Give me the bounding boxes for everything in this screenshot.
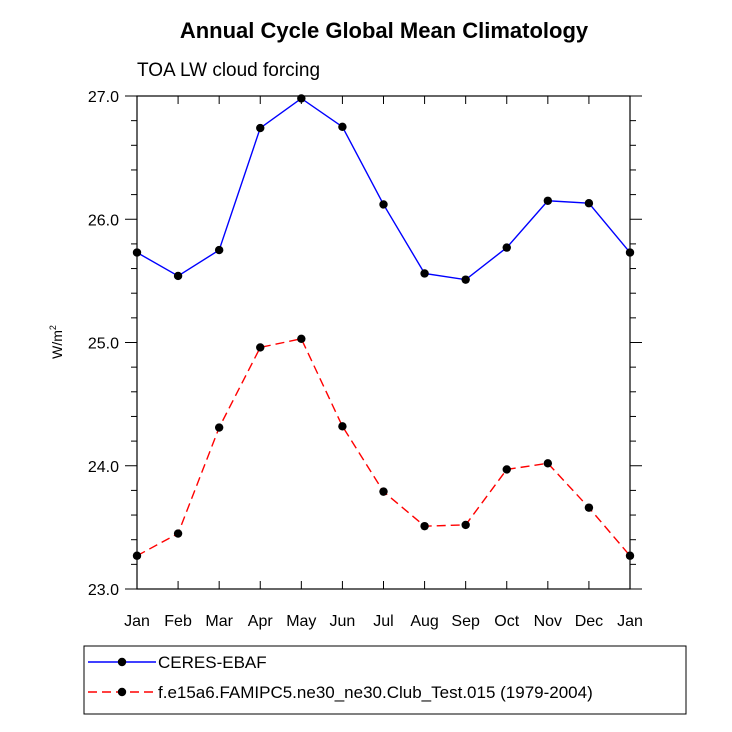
legend-label-2: f.e15a6.FAMIPC5.ne30_ne30.Club_Test.015 … <box>158 683 593 702</box>
series-line-1 <box>136 97 631 281</box>
chart-subtitle: TOA LW cloud forcing <box>137 60 320 81</box>
x-tick-label: Sep <box>451 613 480 630</box>
series-1-point <box>256 123 265 133</box>
series-2-point <box>461 520 470 530</box>
x-tick-label: Oct <box>494 613 519 630</box>
series-1-point <box>214 245 224 255</box>
y-tick-label: 23.0 <box>88 582 119 599</box>
x-tick-label: Aug <box>410 613 438 630</box>
legend-label-1: CERES-EBAF <box>158 653 267 672</box>
series-2-point <box>379 487 388 496</box>
y-axis-label-superscript: 2 <box>48 325 58 330</box>
series-1-point <box>543 196 553 205</box>
series-2-point <box>214 423 224 432</box>
series-2-point <box>256 343 265 352</box>
legend-box <box>83 645 687 715</box>
series-2-point <box>502 465 511 474</box>
legend-marker-1 <box>117 657 127 667</box>
series-line-2 <box>136 338 631 557</box>
series-2-point <box>338 422 347 431</box>
series-1-point <box>338 122 347 132</box>
series-1-point <box>461 275 470 284</box>
series-1-point <box>379 200 388 209</box>
legend: CERES-EBAF f.e15a6.FAMIPC5.ne30_ne30.Club… <box>83 645 687 715</box>
x-tick-label: Dec <box>575 613 603 630</box>
series-1-point <box>420 269 429 278</box>
x-tick-label: Mar <box>205 613 233 630</box>
x-tick-label: May <box>286 613 316 630</box>
series-1-point <box>584 199 594 208</box>
x-tick-label: Apr <box>248 613 274 630</box>
series-2-point <box>297 334 306 344</box>
series-1-point <box>173 271 183 281</box>
x-tick-label: Jul <box>373 613 393 630</box>
chart-title: Annual Cycle Global Mean Climatology <box>180 18 589 43</box>
series-2-point <box>173 529 183 538</box>
legend-marker-2 <box>117 687 127 697</box>
y-tick-label: 27.0 <box>88 89 119 106</box>
y-axis-label-text: W/m <box>49 330 65 359</box>
series-2-point <box>420 521 429 531</box>
x-tick-label: Nov <box>534 613 562 630</box>
x-tick-label: Jun <box>330 613 356 630</box>
plot-layer: Jan Feb Mar Apr May Jun Jul Aug Sep Oct Nov Dec Jan 2… <box>88 89 643 630</box>
series-2-point <box>543 459 553 468</box>
y-axis-label: W/m2 <box>48 325 65 359</box>
series-1-point <box>502 243 511 252</box>
plot-frame <box>136 95 631 590</box>
y-tick-label: 25.0 <box>88 336 119 353</box>
x-tick-label: Jan <box>124 613 150 630</box>
series-2-point <box>584 503 594 512</box>
y-tick-label: 24.0 <box>88 459 119 476</box>
x-tick-label: Jan <box>617 613 643 630</box>
y-tick-label: 26.0 <box>88 212 119 229</box>
x-tick-label: Feb <box>164 613 192 630</box>
